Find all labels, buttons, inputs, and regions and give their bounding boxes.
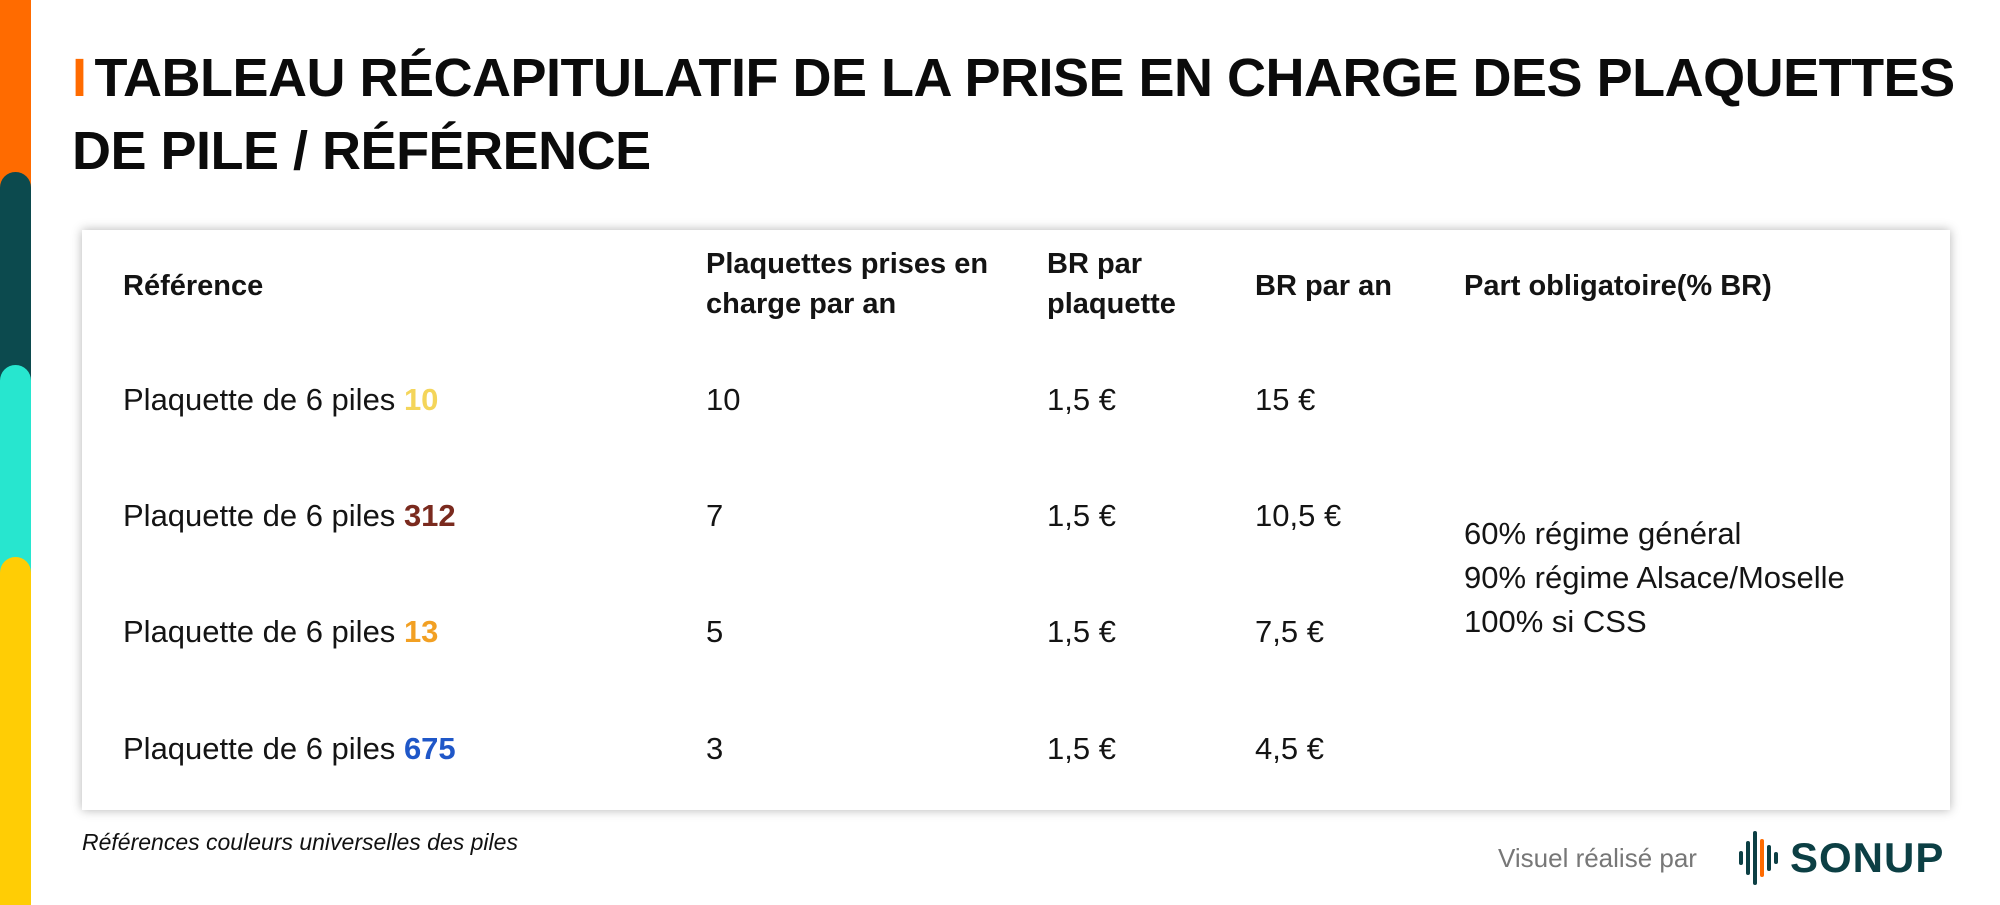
table-row-reference: Plaquette de 6 piles 312 [123, 496, 456, 536]
row-label: Plaquette de 6 piles [123, 614, 396, 649]
battery-size: 312 [403, 498, 456, 533]
part-line: 90% régime Alsace/Moselle [1464, 560, 1845, 595]
summary-table: Référence Plaquettes prises en charge pa… [82, 230, 1950, 810]
header-br-plaquette: BR par plaquette [1047, 248, 1176, 320]
table-row-reference: Plaquette de 6 piles 13 [123, 612, 438, 652]
sonup-logo: SONUP [1738, 828, 1944, 888]
cell-br-plaquette: 1,5 € [1047, 498, 1116, 533]
cell-plaquettes: 10 [706, 382, 741, 417]
logo-text: SONUP [1790, 834, 1945, 881]
row-label: Plaquette de 6 piles [123, 382, 396, 417]
cell-br-plaquette: 1,5 € [1047, 731, 1116, 766]
header-br-an: BR par an [1255, 270, 1392, 302]
cell-br-an: 15 € [1255, 382, 1316, 417]
header-part: Part obligatoire(% BR) [1464, 270, 1772, 302]
cell-br-an: 10,5 € [1255, 498, 1342, 533]
cell-plaquettes: 7 [706, 498, 724, 533]
battery-size: 675 [403, 731, 456, 766]
cell-plaquettes: 5 [706, 614, 724, 649]
page-title: I TABLEAU RÉCAPITULATIF DE LA PRISE EN CH… [72, 42, 1972, 188]
header-plaquettes: Plaquettes prises en charge par an [706, 248, 989, 320]
part-line: 60% régime général [1464, 516, 1742, 551]
soundwave-icon [1739, 831, 1778, 885]
cell-br-an: 4,5 € [1255, 731, 1324, 766]
cell-part-obligatoire: 60% régime général 90% régime Alsace/Mos… [1464, 512, 1845, 644]
cell-plaquettes: 3 [706, 731, 724, 766]
row-label: Plaquette de 6 piles [123, 498, 396, 533]
footnote: Références couleurs universelles des pil… [82, 829, 518, 855]
battery-size: 10 [403, 382, 439, 417]
part-line: 100% si CSS [1464, 604, 1647, 639]
table-row-reference: Plaquette de 6 piles 10 [123, 380, 438, 420]
cell-br-an: 7,5 € [1255, 614, 1324, 649]
header-reference: Référence [123, 270, 264, 302]
cell-br-plaquette: 1,5 € [1047, 382, 1116, 417]
credit-text: Visuel réalisé par [1498, 843, 1697, 873]
title-text: TABLEAU RÉCAPITULATIF DE LA PRISE EN CHA… [72, 48, 1955, 181]
table-row-reference: Plaquette de 6 piles 675 [123, 729, 456, 769]
stripe-yellow [0, 557, 31, 905]
battery-size: 13 [403, 614, 439, 649]
row-label: Plaquette de 6 piles [123, 731, 396, 766]
cell-br-plaquette: 1,5 € [1047, 614, 1116, 649]
title-accent-bar: I [72, 48, 87, 108]
